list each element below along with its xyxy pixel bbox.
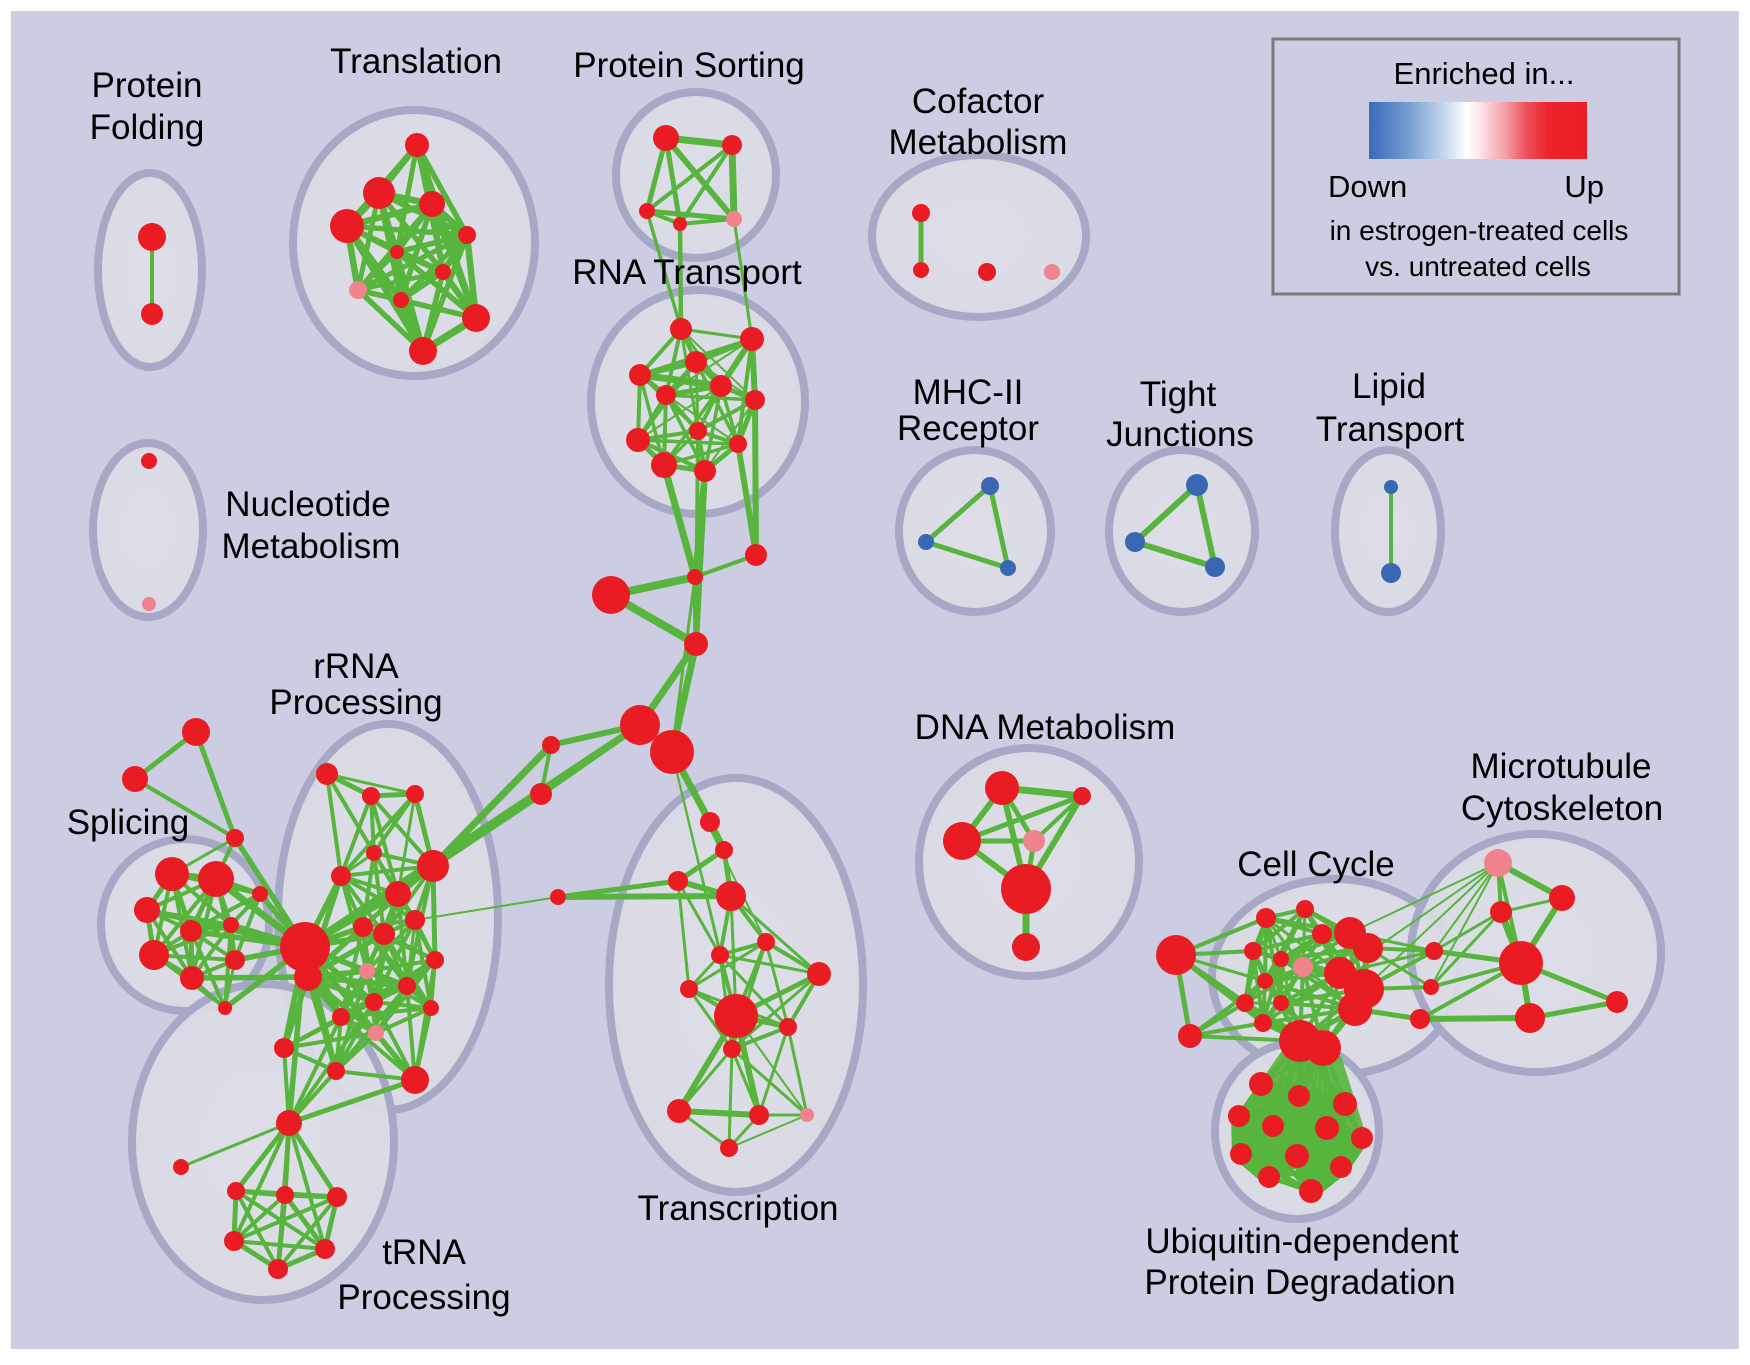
svg-text:Enriched in...: Enriched in... — [1394, 56, 1575, 91]
svg-text:Junctions: Junctions — [1106, 415, 1254, 454]
svg-text:Processing: Processing — [269, 683, 442, 722]
svg-text:Translation: Translation — [330, 42, 502, 81]
svg-text:Transport: Transport — [1316, 410, 1465, 449]
svg-text:Nucleotide: Nucleotide — [225, 485, 390, 524]
svg-text:Microtubule: Microtubule — [1471, 747, 1652, 786]
svg-text:MHC-II: MHC-II — [913, 373, 1024, 412]
svg-text:Metabolism: Metabolism — [222, 527, 401, 566]
svg-text:vs. untreated cells: vs. untreated cells — [1365, 251, 1591, 282]
svg-text:Up: Up — [1564, 169, 1604, 204]
svg-text:Metabolism: Metabolism — [889, 123, 1068, 162]
svg-text:Down: Down — [1328, 169, 1407, 204]
svg-text:Processing: Processing — [337, 1278, 510, 1317]
svg-text:Cofactor: Cofactor — [912, 82, 1045, 121]
svg-text:Protein Sorting: Protein Sorting — [573, 46, 805, 85]
svg-text:rRNA: rRNA — [313, 647, 399, 686]
svg-text:in estrogen-treated cells: in estrogen-treated cells — [1330, 215, 1629, 246]
svg-text:DNA Metabolism: DNA Metabolism — [915, 708, 1176, 747]
svg-text:Lipid: Lipid — [1352, 367, 1426, 406]
svg-text:Transcription: Transcription — [638, 1189, 839, 1228]
svg-text:tRNA: tRNA — [382, 1233, 466, 1272]
svg-text:Cell Cycle: Cell Cycle — [1237, 845, 1395, 884]
svg-text:RNA Transport: RNA Transport — [572, 253, 802, 292]
svg-text:Splicing: Splicing — [67, 803, 190, 842]
svg-text:Tight: Tight — [1140, 375, 1217, 414]
svg-text:Protein: Protein — [92, 66, 203, 105]
svg-text:Protein Degradation: Protein Degradation — [1144, 1263, 1455, 1302]
svg-text:Ubiquitin-dependent: Ubiquitin-dependent — [1145, 1222, 1459, 1261]
svg-text:Cytoskeleton: Cytoskeleton — [1461, 789, 1663, 828]
svg-text:Receptor: Receptor — [897, 409, 1039, 448]
svg-text:Folding: Folding — [90, 108, 205, 147]
